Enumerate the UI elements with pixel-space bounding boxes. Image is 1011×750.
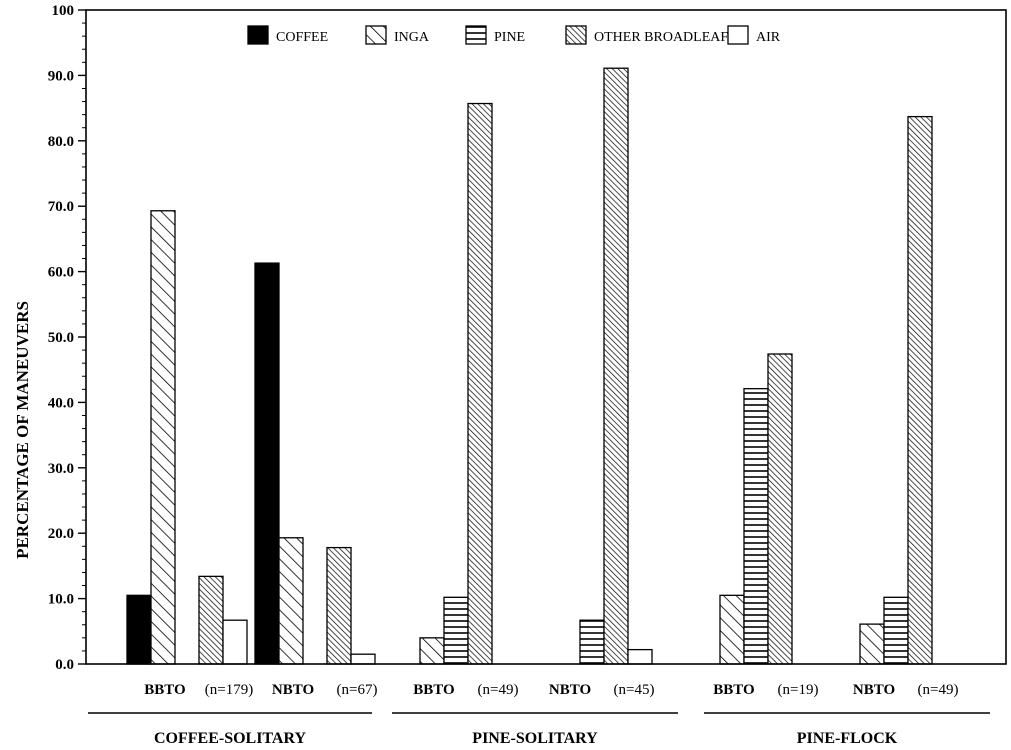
y-tick-label: 40.0 — [48, 395, 74, 411]
bar — [278, 537, 304, 665]
bar — [419, 637, 445, 665]
category-label: BBTO — [144, 682, 185, 698]
bar — [603, 67, 629, 665]
legend-label: AIR — [756, 30, 781, 45]
bar — [254, 262, 280, 665]
legend-swatch — [247, 25, 269, 45]
bar — [743, 388, 769, 665]
group-label: COFFEE-SOLITARY — [154, 730, 306, 747]
category-n-label: (n=19) — [778, 682, 819, 698]
legend-swatch — [727, 25, 749, 45]
category-n-label: (n=49) — [478, 682, 519, 698]
category-label: NBTO — [549, 682, 591, 698]
category-label: BBTO — [413, 682, 454, 698]
legend-label: INGA — [394, 30, 430, 45]
legend: COFFEE INGA PINE OTHER BROADLEAF AIR — [247, 25, 781, 45]
legend-label: PINE — [494, 30, 525, 45]
bar — [719, 594, 745, 665]
bar — [579, 619, 605, 665]
category-n-label: (n=45) — [614, 682, 655, 698]
bars — [126, 67, 933, 665]
bar — [907, 115, 933, 665]
legend-label: COFFEE — [276, 30, 328, 45]
y-tick-label: 10.0 — [48, 592, 74, 608]
y-tick-label: 20.0 — [48, 526, 74, 542]
bar — [150, 210, 176, 665]
y-tick-label: 30.0 — [48, 461, 74, 477]
bar — [627, 648, 653, 665]
legend-swatch — [365, 25, 387, 45]
bar — [350, 653, 376, 665]
bar — [767, 353, 793, 665]
bar — [883, 596, 909, 665]
legend-swatch — [465, 25, 487, 45]
x-axis: BBTO (n=179) NBTO (n=67) BBTO (n=49) NBTO (n=45… — [88, 682, 990, 747]
y-axis: 0.0 10.0 20.0 30.0 40.0 50.0 60.0 70.0 80.0 90.0 1… — [48, 3, 86, 673]
bar — [326, 546, 352, 665]
bar — [222, 619, 248, 665]
group-label: PINE-SOLITARY — [472, 730, 598, 747]
y-tick-label: 80.0 — [48, 134, 74, 150]
category-label: BBTO — [713, 682, 754, 698]
category-label: NBTO — [272, 682, 314, 698]
y-axis-title: PERCENTAGE OF MANEUVERS — [13, 301, 32, 559]
bar — [126, 594, 152, 665]
group-label: PINE-FLOCK — [797, 730, 898, 747]
y-tick-label: 100 — [52, 3, 75, 19]
y-tick-label: 50.0 — [48, 330, 74, 346]
legend-swatch — [565, 25, 587, 45]
y-tick-label: 70.0 — [48, 199, 74, 215]
y-tick-label: 60.0 — [48, 265, 74, 281]
bar — [467, 102, 493, 665]
category-label: NBTO — [853, 682, 895, 698]
category-n-label: (n=179) — [205, 682, 253, 698]
y-tick-label: 90.0 — [48, 68, 74, 84]
category-n-label: (n=49) — [918, 682, 959, 698]
bar — [859, 623, 885, 665]
bar — [198, 575, 224, 665]
category-n-label: (n=67) — [337, 682, 378, 698]
bar — [443, 596, 469, 665]
plot-frame — [85, 9, 1007, 665]
legend-label: OTHER BROADLEAF — [594, 30, 728, 45]
y-tick-label: 0.0 — [55, 657, 74, 673]
